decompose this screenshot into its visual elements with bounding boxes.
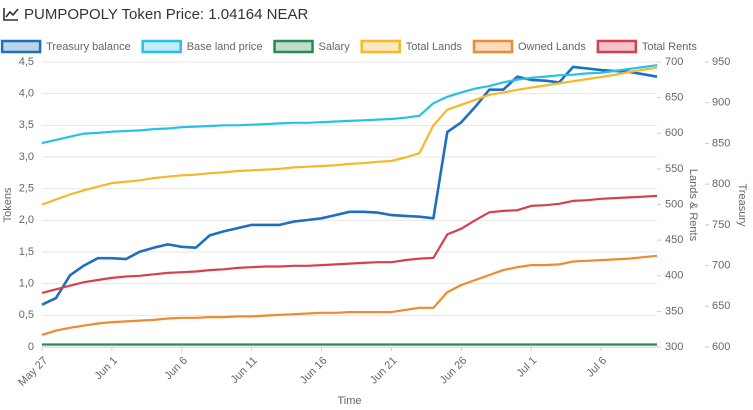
y2-axis-title: Lands & Rents: [687, 169, 699, 242]
series-line: [41, 194, 658, 294]
legend-swatch: [0, 39, 42, 54]
legend-item: Salary: [273, 39, 351, 54]
x-tick-label: Jun 11: [229, 355, 260, 386]
x-tick-label: Jun 16: [298, 355, 330, 387]
legend-label: Owned Lands: [518, 41, 586, 53]
y-tick-label: 1,5: [19, 246, 34, 258]
y2-tick-label: 550: [665, 163, 683, 175]
y3-tick-label: 750: [712, 219, 730, 231]
x-tick-label: Jul 6: [584, 355, 609, 380]
x-tick-label: May 27: [16, 355, 50, 389]
legend-swatch: [360, 39, 401, 54]
y-tick-label: 1,0: [19, 278, 34, 290]
x-tick-label: Jun 21: [368, 355, 400, 387]
series-line: [41, 64, 658, 145]
y3-tick-label: 900: [712, 97, 730, 109]
legend-item: Treasury balance: [0, 39, 131, 54]
x-tick-label: Jun 26: [438, 355, 470, 387]
series-line: [41, 254, 658, 336]
y-tick-label: 4,0: [19, 88, 34, 100]
y3-tick-label: 950: [712, 56, 730, 68]
legend-label: Total Lands: [406, 41, 463, 53]
y-tick-label: 2,5: [19, 183, 34, 195]
y2-tick-label: 500: [665, 198, 683, 210]
legend-swatch: [273, 39, 314, 54]
y2-tick-label: 450: [665, 234, 683, 246]
x-axis-title: Time: [337, 395, 361, 407]
legend-label: Total Rents: [642, 41, 698, 53]
legend-label: Treasury balance: [46, 41, 131, 53]
x-tick-label: Jul 1: [514, 355, 539, 380]
y-tick-label: 0,5: [19, 309, 34, 321]
chart-title: PUMPOPOLY Token Price: 1.04164 NEAR: [24, 6, 308, 23]
y3-tick-label: 800: [712, 178, 730, 190]
y-tick-label: 2,0: [19, 214, 34, 226]
x-tick-label: Jun 1: [93, 355, 121, 383]
y3-axis-title: Treasury: [736, 184, 748, 227]
legend-label: Salary: [319, 41, 351, 53]
y3-tick-label: 700: [712, 259, 730, 271]
y-tick-label: 4,5: [19, 56, 34, 68]
legend-label: Base land price: [187, 41, 263, 53]
y3-tick-label: 600: [712, 341, 730, 353]
title-icon: [3, 8, 19, 21]
y2-tick-label: 400: [665, 270, 683, 282]
legend-item: Owned Lands: [472, 39, 586, 54]
y2-tick-label: 300: [665, 341, 683, 353]
y3-tick-label: 850: [712, 137, 730, 149]
y2-tick-label: 650: [665, 92, 683, 104]
x-tick-label: Jun 6: [162, 355, 190, 383]
series-line: [41, 65, 658, 306]
legend-swatch: [472, 39, 514, 54]
series-line: [41, 66, 658, 206]
y-tick-label: 3,0: [19, 151, 34, 163]
y2-tick-label: 700: [665, 56, 683, 68]
legend: Treasury balance Base land price Salary Tot…: [0, 39, 698, 54]
y-axis-title: Tokens: [2, 187, 14, 222]
legend-swatch: [596, 39, 638, 54]
legend-swatch: [141, 39, 182, 54]
y2-tick-label: 350: [665, 305, 683, 317]
legend-item: Base land price: [141, 39, 263, 54]
y-tick-label: 0: [28, 341, 34, 353]
y3-tick-label: 650: [712, 300, 730, 312]
y2-tick-label: 600: [665, 127, 683, 139]
y-tick-label: 3,5: [19, 119, 34, 131]
legend-item: Total Rents: [596, 39, 698, 54]
legend-item: Total Lands: [360, 39, 463, 54]
